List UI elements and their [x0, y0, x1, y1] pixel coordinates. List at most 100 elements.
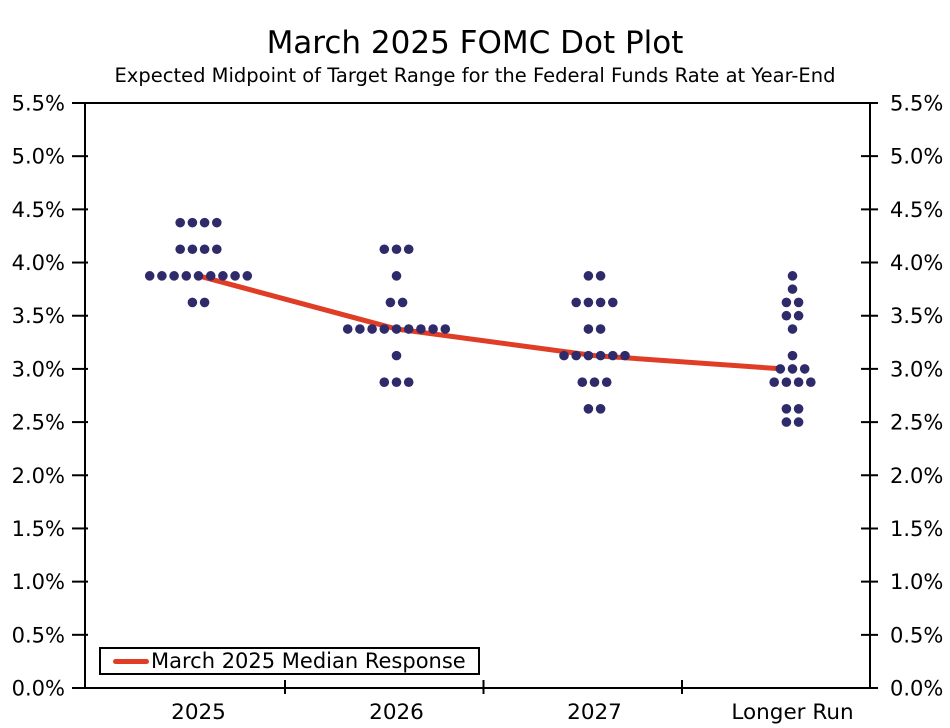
- fomc-projection-dot: [559, 350, 569, 361]
- fomc-projection-dot: [175, 244, 185, 255]
- y-tick-label-right: 3.0%: [890, 357, 943, 381]
- y-tick-label-right: 0.0%: [890, 677, 943, 701]
- y-tick-label-right: 0.5%: [890, 623, 943, 647]
- fomc-projection-dot: [571, 297, 581, 308]
- fomc-projection-dot: [428, 324, 438, 334]
- fomc-projection-dot: [199, 244, 210, 255]
- fomc-projection-dot: [212, 244, 222, 255]
- y-tick-label-left: 4.0%: [12, 251, 65, 275]
- y-tick-label-left: 4.5%: [12, 198, 65, 222]
- fomc-projection-dot: [187, 217, 198, 228]
- fomc-projection-dot: [391, 271, 402, 281]
- fomc-projection-dot: [218, 271, 228, 281]
- fomc-projection-dot: [205, 271, 216, 281]
- y-tick-label-right: 4.0%: [890, 251, 943, 275]
- fomc-projection-dot: [181, 271, 192, 281]
- fomc-projection-dot: [608, 297, 618, 308]
- y-tick-label-left: 2.5%: [12, 411, 65, 435]
- fomc-projection-dot: [583, 324, 594, 334]
- fomc-projection-dot: [583, 271, 594, 281]
- fomc-projection-dot: [608, 350, 618, 361]
- fomc-projection-dot: [416, 324, 426, 334]
- fomc-projection-dot: [577, 377, 588, 388]
- fomc-projection-dot: [230, 271, 240, 281]
- fomc-projection-dot: [793, 377, 804, 388]
- fomc-projection-dot: [391, 377, 402, 388]
- fomc-projection-dot: [391, 324, 402, 334]
- fomc-projection-dot: [403, 244, 414, 255]
- fomc-projection-dot: [355, 324, 365, 334]
- y-tick-label-right: 2.0%: [890, 464, 943, 488]
- fomc-projection-dot: [379, 244, 390, 255]
- y-tick-label-right: 4.5%: [890, 198, 943, 222]
- fomc-projection-dot: [385, 297, 396, 308]
- fomc-projection-dot: [391, 244, 402, 255]
- fomc-projection-dot: [583, 297, 594, 308]
- fomc-projection-dot: [342, 324, 353, 334]
- fomc-projection-dot: [440, 324, 451, 334]
- y-tick-label-right: 2.5%: [890, 411, 943, 435]
- y-tick-label-left: 3.0%: [12, 357, 65, 381]
- fomc-projection-dot: [169, 271, 179, 281]
- fomc-projection-dot: [157, 271, 167, 281]
- fomc-projection-dot: [403, 324, 414, 334]
- chart-subtitle: Expected Midpoint of Target Range for th…: [114, 64, 836, 87]
- fomc-projection-dot: [793, 310, 804, 321]
- fomc-projection-dot: [793, 403, 804, 414]
- fomc-projection-dot: [595, 403, 606, 414]
- fomc-projection-dot: [793, 297, 804, 308]
- fomc-projection-dot: [199, 217, 210, 228]
- fomc-projection-dot: [769, 377, 779, 388]
- chart-title: March 2025 FOMC Dot Plot: [266, 25, 684, 61]
- y-tick-label-left: 1.0%: [12, 570, 65, 594]
- y-tick-label-left: 1.5%: [12, 517, 65, 541]
- fomc-projection-dot: [787, 271, 798, 281]
- fomc-projection-dot: [175, 217, 185, 228]
- legend-label: March 2025 Median Response: [151, 649, 466, 673]
- fomc-projection-dot: [403, 377, 414, 388]
- fomc-projection-dot: [787, 350, 798, 361]
- fomc-projection-dot: [583, 403, 594, 414]
- fomc-projection-dot: [595, 350, 606, 361]
- plot-border: [84, 102, 871, 689]
- fomc-projection-dot: [595, 297, 606, 308]
- fomc-projection-dot: [595, 271, 606, 281]
- fomc-projection-dot: [601, 377, 612, 388]
- fomc-projection-dot: [367, 324, 377, 334]
- fomc-projection-dot: [391, 350, 402, 361]
- fomc-projection-dot: [199, 297, 210, 308]
- fomc-projection-dot: [775, 364, 786, 374]
- fomc-projection-dot: [187, 297, 198, 308]
- fomc-projection-dot: [144, 271, 155, 281]
- fomc-projection-dot: [787, 364, 798, 374]
- y-tick-label-right: 1.5%: [890, 517, 943, 541]
- fomc-projection-dot: [781, 310, 792, 321]
- fomc-projection-dot: [793, 417, 804, 427]
- median-line-swatch: [113, 658, 149, 664]
- y-tick-label-left: 0.5%: [12, 623, 65, 647]
- y-tick-label-right: 3.5%: [890, 304, 943, 328]
- fomc-projection-dot: [187, 244, 198, 255]
- fomc-projection-dot: [799, 364, 810, 374]
- fomc-projection-dot: [781, 297, 792, 308]
- y-tick-label-left: 3.5%: [12, 304, 65, 328]
- fomc-projection-dot: [589, 377, 600, 388]
- legend: March 2025 Median Response: [99, 647, 480, 675]
- fomc-projection-dot: [781, 417, 792, 427]
- y-tick-label-right: 5.0%: [890, 145, 943, 169]
- fomc-projection-dot: [571, 350, 581, 361]
- fomc-projection-dot: [397, 297, 408, 308]
- fomc-projection-dot: [379, 324, 390, 334]
- y-tick-label-right: 5.5%: [890, 92, 943, 116]
- fomc-projection-dot: [379, 377, 390, 388]
- y-tick-label-left: 0.0%: [12, 677, 65, 701]
- fomc-projection-dot: [242, 271, 253, 281]
- y-tick-label-left: 5.0%: [12, 145, 65, 169]
- x-category-label: 2027: [567, 700, 622, 725]
- fomc-projection-dot: [787, 324, 798, 334]
- fomc-projection-dot: [620, 350, 630, 361]
- y-tick-label-left: 5.5%: [12, 92, 65, 116]
- fomc-projection-dot: [781, 377, 792, 388]
